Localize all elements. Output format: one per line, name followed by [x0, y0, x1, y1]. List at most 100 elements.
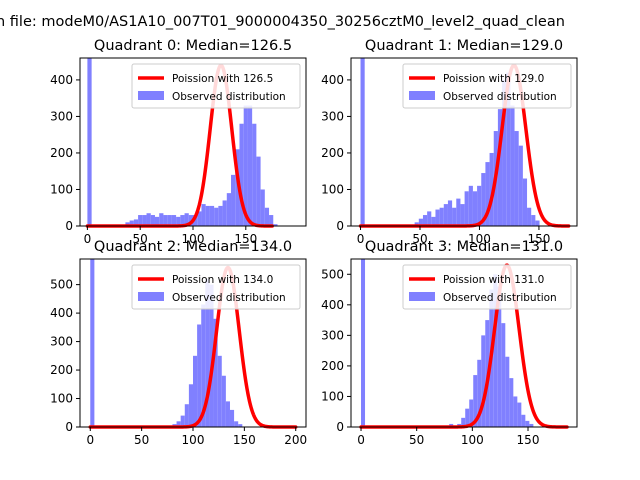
histogram-bar	[443, 204, 448, 226]
legend-box	[402, 63, 572, 109]
legend-box	[131, 63, 301, 109]
x-tick-label: 50	[133, 232, 148, 246]
histogram-bars	[87, 58, 278, 226]
histogram-bar	[180, 215, 185, 226]
y-tick-label: 500	[321, 267, 344, 281]
x-tick-label: 0	[84, 232, 92, 246]
histogram-bar	[201, 304, 206, 427]
histogram-bar	[133, 219, 139, 226]
histogram-bar	[214, 207, 219, 226]
histogram-bar	[502, 79, 507, 226]
x-tick-label: 100	[461, 433, 484, 447]
histogram-bar	[213, 318, 218, 427]
histogram-bar	[217, 355, 222, 427]
y-tick-label: 200	[321, 146, 344, 160]
histogram-bar	[231, 174, 236, 226]
histogram-bar	[473, 375, 478, 427]
histogram-bar	[252, 123, 257, 226]
x-tick-label: 100	[182, 433, 205, 447]
histogram-bar	[167, 215, 172, 226]
histogram-bar	[472, 191, 478, 226]
y-tick-label: 200	[50, 363, 73, 377]
figure-title: n file: modeM0/AS1A10_007T01_9000004350_…	[0, 14, 565, 30]
x-tick-label: 150	[234, 232, 257, 246]
histogram-bar	[188, 384, 193, 427]
legend: Poission with 129.0 Observed distribution	[402, 63, 572, 109]
legend-label-observed: Observed distribution	[172, 91, 286, 103]
histogram-bar	[260, 189, 265, 226]
histogram-bar	[531, 215, 536, 226]
histogram-bar	[146, 213, 151, 226]
histogram-bar	[460, 204, 465, 226]
legend-box	[402, 264, 572, 310]
legend-label-fit: Poission with 131.0	[443, 274, 544, 286]
y-tick-label: 200	[50, 146, 73, 160]
y-tick-label: 0	[65, 420, 73, 434]
y-tick-label: 400	[50, 73, 73, 87]
x-tick-label: 50	[412, 232, 427, 246]
histogram-bar	[264, 207, 270, 226]
y-tick-label: 300	[321, 328, 344, 342]
histogram-bar	[209, 284, 214, 427]
histogram-bar	[485, 162, 490, 226]
legend-label-fit: Poission with 129.0	[443, 73, 544, 85]
histogram-bar	[273, 224, 278, 226]
histogram-bar	[243, 105, 248, 226]
y-tick-label: 300	[321, 109, 344, 123]
histogram-bar	[90, 259, 95, 427]
histogram-bar	[225, 401, 230, 427]
histogram-bar	[418, 218, 423, 226]
histogram-bar	[87, 58, 92, 226]
legend: Poission with 131.0 Observed distribution	[402, 264, 572, 310]
histogram-bar	[497, 286, 502, 427]
y-tick-label: 500	[50, 278, 73, 292]
y-tick-label: 400	[321, 298, 344, 312]
histogram-bar	[477, 359, 482, 427]
histogram-bar	[422, 215, 428, 226]
x-tick-label: 0	[86, 433, 94, 447]
histogram-bar	[150, 215, 155, 226]
y-tick-label: 400	[50, 306, 73, 320]
legend-label-observed: Observed distribution	[443, 91, 557, 103]
histogram-bar	[201, 204, 206, 226]
quadrant-panel-3: 0 50 100 150 0 100 200 300 400 500 Quadrant 3: Med…	[321, 239, 578, 447]
histogram-bar	[269, 215, 274, 226]
histogram-bar	[205, 205, 210, 226]
histogram-bar	[481, 335, 486, 427]
histogram-bar	[469, 399, 474, 427]
y-tick-label: 0	[336, 420, 344, 434]
histogram-bar	[464, 191, 469, 226]
x-tick-label: 150	[517, 433, 540, 447]
histogram-bar	[510, 105, 515, 226]
histogram-bar	[461, 417, 466, 427]
histogram-bar	[509, 378, 514, 427]
histogram-bar	[435, 209, 440, 226]
y-tick-label: 200	[321, 359, 344, 373]
axes-frame	[350, 57, 578, 227]
y-tick-label: 100	[321, 182, 344, 196]
histogram-bar	[414, 222, 419, 226]
histogram-bar	[527, 207, 532, 226]
histogram-bar	[193, 355, 198, 427]
quadrant-panel-2: 0 50 100 150 200 0 100 200 300 400 500 Quadrant 2: …	[50, 239, 307, 447]
histogram-bar	[505, 356, 510, 427]
histogram-bar	[159, 213, 164, 226]
histogram-bar	[125, 222, 130, 226]
histogram-bar	[239, 123, 244, 226]
x-tick-label: 100	[468, 232, 491, 246]
histogram-bar	[535, 220, 540, 226]
y-tick-label: 100	[50, 392, 73, 406]
histogram-bar	[129, 220, 134, 226]
histogram-bar	[154, 216, 160, 226]
histogram-bar	[184, 213, 189, 226]
histogram-bar	[427, 211, 432, 226]
histogram-bar	[142, 215, 147, 226]
x-tick-label: 150	[233, 433, 256, 447]
panels: 0 50 100 150 0 100 200 300 400 Quadrant 0: Median…	[50, 38, 578, 447]
x-tick-label: 100	[182, 232, 205, 246]
legend-label-fit: Poission with 134.0	[172, 274, 273, 286]
histogram-bar	[176, 421, 181, 427]
histogram-bar	[229, 409, 235, 427]
histogram-bar	[529, 423, 534, 427]
quadrant-panel-1: 0 50 100 150 0 100 200 300 400 Quadrant 1: Median…	[321, 38, 578, 246]
